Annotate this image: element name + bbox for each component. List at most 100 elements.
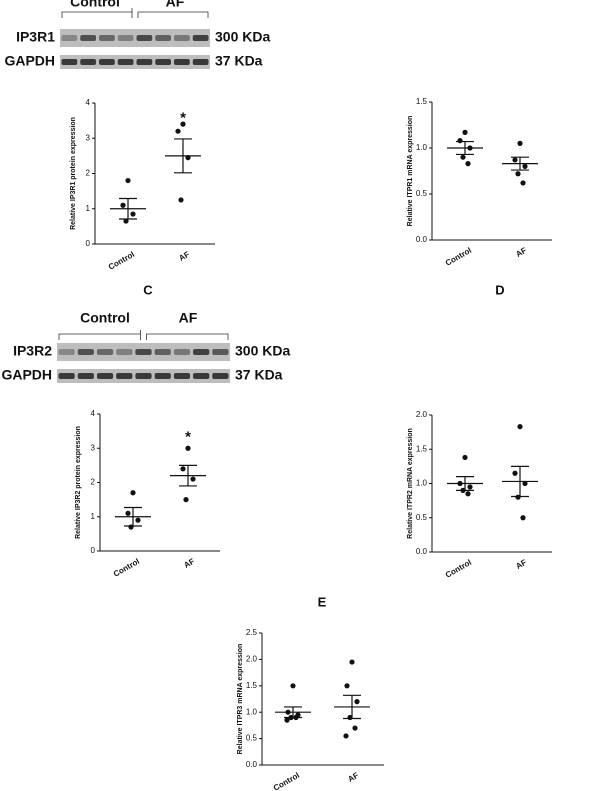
data-point <box>462 129 468 135</box>
data-point <box>457 138 463 144</box>
data-point <box>467 484 473 490</box>
y-tick-label: 1 <box>86 204 91 213</box>
data-point <box>522 480 528 487</box>
blot-band <box>136 35 153 41</box>
data-point <box>515 494 521 500</box>
data-point <box>135 517 141 523</box>
y-tick-label: 4 <box>91 409 96 418</box>
data-point <box>465 161 471 167</box>
blot-band <box>174 35 190 41</box>
data-point <box>462 454 468 461</box>
blot-group-label: AF <box>179 310 198 326</box>
y-tick-label: 2.0 <box>416 410 428 419</box>
blot-strip <box>60 29 210 47</box>
error-bar <box>456 140 474 156</box>
data-point <box>522 163 528 169</box>
blot-band <box>173 373 191 379</box>
blot-band <box>99 35 115 41</box>
y-tick-label: 0 <box>86 239 91 248</box>
blot-band <box>155 59 171 65</box>
y-tick-label: 1.0 <box>416 479 428 488</box>
blot-band <box>155 35 171 41</box>
blot-band <box>80 35 96 41</box>
data-point <box>520 180 526 186</box>
error-bar <box>119 197 137 220</box>
bracket <box>137 11 209 18</box>
blot-band <box>96 373 114 379</box>
x-tick-label: Control <box>444 558 473 580</box>
blot-band <box>193 373 210 379</box>
blot-group-label: AF <box>166 0 185 10</box>
y-tick-label: 0.5 <box>246 734 258 743</box>
blot-band <box>117 35 134 41</box>
x-tick-label: AF <box>182 557 196 570</box>
data-point <box>354 699 360 705</box>
y-tick-label: 2.0 <box>246 655 258 664</box>
y-axis-label: Relative IP3R2 protein expression <box>75 426 82 539</box>
error-bar <box>124 506 142 527</box>
blot-band <box>80 59 96 65</box>
y-tick-label: 3 <box>86 133 91 142</box>
blot-band <box>116 349 133 355</box>
blot-band <box>136 59 153 65</box>
blot-band <box>58 373 75 379</box>
blot-band <box>99 59 115 65</box>
error-bar <box>456 476 474 491</box>
blot-band <box>174 59 190 65</box>
y-tick-label: 0.5 <box>416 513 428 522</box>
data-point <box>517 424 523 430</box>
x-tick-label: Control <box>107 250 136 272</box>
blot-protein: GAPDH <box>4 53 55 69</box>
blot-band <box>212 349 229 355</box>
blot-strip <box>60 55 210 69</box>
blot-band <box>77 349 94 355</box>
data-point <box>185 445 191 451</box>
blot-protein: GAPDH <box>1 367 52 383</box>
y-tick-label: 3 <box>91 443 96 452</box>
data-point <box>343 733 349 739</box>
x-tick-label: AF <box>514 558 528 571</box>
y-tick-label: 2.5 <box>246 628 258 637</box>
y-axis-label: Relative ITPR3 mRNA expression <box>237 644 244 755</box>
y-tick-label: 0 <box>91 546 96 555</box>
data-point <box>180 121 186 127</box>
data-point <box>520 515 526 521</box>
error-bar <box>174 138 192 174</box>
data-point <box>183 497 189 503</box>
y-tick-label: 0.0 <box>246 760 258 769</box>
y-tick-label: 0.5 <box>416 189 428 198</box>
data-point <box>512 157 518 163</box>
blot-size: 37 KDa <box>215 53 263 69</box>
significance: * <box>185 429 191 446</box>
data-point <box>178 197 184 203</box>
y-tick-label: 1.0 <box>246 707 258 716</box>
data-point <box>349 659 355 665</box>
error-bar <box>343 694 361 720</box>
data-point <box>465 491 471 497</box>
data-point <box>175 128 181 134</box>
data-point <box>515 171 521 177</box>
y-tick-label: 0.0 <box>416 547 428 556</box>
blot-size: 300 KDa <box>215 29 270 45</box>
y-axis-label: Relative ITPR1 mRNA expression <box>407 116 414 227</box>
error-bar <box>511 156 529 171</box>
y-tick-label: 2 <box>86 169 91 178</box>
y-tick-label: 0.0 <box>416 235 428 244</box>
panel-label: E <box>318 594 327 609</box>
blot-band <box>61 35 78 41</box>
data-point <box>517 140 523 146</box>
blot-band <box>135 349 152 355</box>
blot-protein: IP3R2 <box>13 343 52 359</box>
blot-group-label: Control <box>80 310 130 326</box>
blot-band <box>135 373 152 379</box>
bracket <box>146 333 229 340</box>
blot-band <box>61 59 78 65</box>
bracket <box>58 330 141 340</box>
data-point <box>290 683 296 689</box>
blot-size: 300 KDa <box>235 343 290 359</box>
data-point <box>460 154 466 160</box>
panel-label: D <box>495 282 504 297</box>
data-point <box>344 683 350 689</box>
blot-band <box>96 349 114 355</box>
